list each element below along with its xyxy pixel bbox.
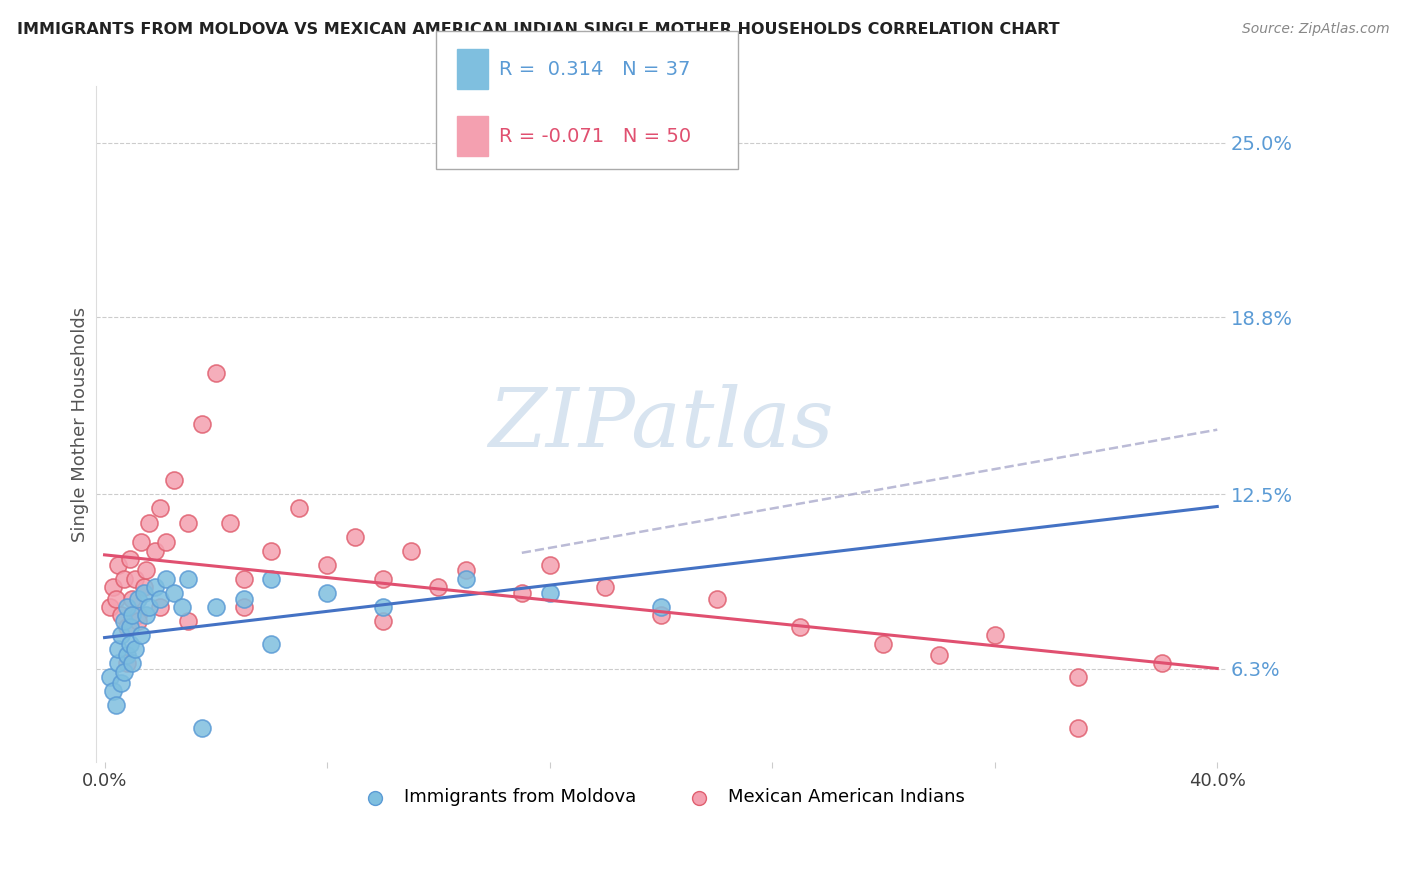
Point (118, 636, 141, 650)
Point (155, 535, 177, 549)
Point (143, 543, 166, 558)
Point (104, 698, 127, 713)
Point (138, 516, 160, 530)
Point (107, 642, 129, 657)
Point (104, 591, 127, 606)
Point (260, 543, 283, 558)
Point (593, 580, 616, 594)
Point (149, 599, 172, 614)
Point (172, 599, 194, 614)
Point (218, 516, 240, 530)
Point (112, 572, 135, 586)
Point (115, 648, 138, 662)
Point (124, 572, 146, 586)
Point (110, 628, 132, 642)
Point (132, 586, 155, 600)
Point (115, 657, 138, 671)
Point (456, 563, 478, 577)
Point (316, 586, 339, 600)
Point (177, 572, 200, 586)
Point (983, 628, 1005, 642)
Point (98, 599, 121, 614)
Point (1067, 721, 1090, 735)
Point (127, 608, 149, 623)
Text: ZIPatlas: ZIPatlas (488, 384, 834, 464)
Legend: Immigrants from Moldova, Mexican American Indians: Immigrants from Moldova, Mexican America… (350, 781, 972, 814)
Point (177, 614, 200, 628)
Point (427, 580, 450, 594)
Point (1067, 670, 1090, 684)
Point (650, 599, 672, 614)
Point (232, 591, 254, 606)
Point (232, 599, 254, 614)
Point (135, 563, 157, 577)
Point (115, 620, 138, 634)
Point (138, 599, 160, 614)
Point (163, 474, 186, 488)
Point (205, 367, 228, 381)
Text: Source: ZipAtlas.com: Source: ZipAtlas.com (1241, 22, 1389, 37)
Point (155, 572, 177, 586)
Point (177, 516, 200, 530)
Point (163, 586, 186, 600)
Point (456, 572, 478, 586)
Point (110, 608, 132, 623)
Point (129, 535, 152, 549)
Point (371, 614, 394, 628)
Point (110, 676, 132, 690)
Point (260, 636, 283, 650)
Point (191, 417, 214, 431)
Point (118, 620, 141, 634)
Text: IMMIGRANTS FROM MOLDOVA VS MEXICAN AMERICAN INDIAN SINGLE MOTHER HOUSEHOLDS CORR: IMMIGRANTS FROM MOLDOVA VS MEXICAN AMERI… (17, 22, 1060, 37)
Point (127, 614, 149, 628)
Point (149, 501, 172, 516)
Point (371, 599, 394, 614)
Point (107, 657, 129, 671)
Point (260, 572, 283, 586)
Point (149, 591, 172, 606)
Point (232, 572, 254, 586)
Point (98, 670, 121, 684)
Text: R = -0.071   N = 50: R = -0.071 N = 50 (499, 127, 692, 145)
Point (124, 642, 146, 657)
Point (121, 591, 143, 606)
Text: R =  0.314   N = 37: R = 0.314 N = 37 (499, 60, 690, 78)
Point (316, 558, 339, 572)
Point (115, 599, 138, 614)
Y-axis label: Single Mother Households: Single Mother Households (72, 307, 89, 541)
Point (129, 628, 152, 642)
Point (101, 684, 124, 698)
Point (538, 586, 561, 600)
Point (371, 572, 394, 586)
Point (132, 580, 155, 594)
Point (510, 586, 533, 600)
Point (112, 614, 135, 628)
Point (107, 558, 129, 572)
Point (205, 599, 228, 614)
Point (191, 721, 214, 735)
Point (650, 608, 672, 623)
Point (118, 552, 141, 566)
Point (143, 580, 166, 594)
Point (127, 591, 149, 606)
Point (121, 608, 143, 623)
Point (872, 636, 894, 650)
Point (101, 580, 124, 594)
Point (928, 648, 950, 662)
Point (706, 591, 728, 606)
Point (121, 657, 143, 671)
Point (1150, 657, 1173, 671)
Point (399, 543, 422, 558)
Point (288, 501, 311, 516)
Point (343, 530, 366, 544)
Point (789, 620, 811, 634)
Point (538, 558, 561, 572)
Point (112, 665, 135, 679)
Point (135, 608, 157, 623)
